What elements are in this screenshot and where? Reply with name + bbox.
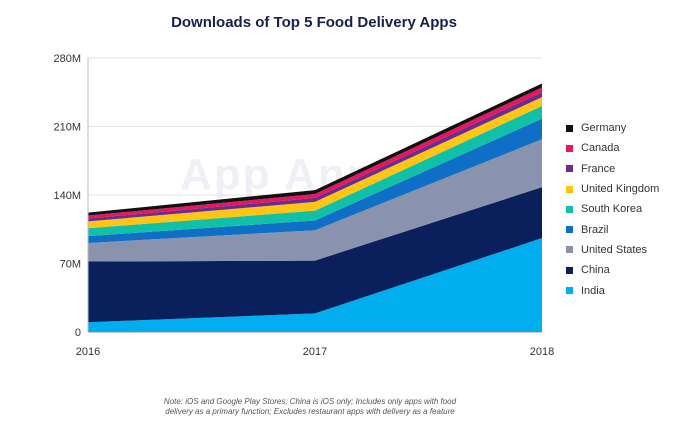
footnote-line-2: delivery as a primary function; Excludes… <box>165 407 455 416</box>
area-china <box>88 187 542 323</box>
legend-item: China <box>566 260 659 280</box>
legend-item: South Korea <box>566 199 659 219</box>
legend-swatch <box>566 144 573 152</box>
legend-item: France <box>566 159 659 179</box>
legend-label: India <box>581 284 605 297</box>
legend-label: United States <box>581 243 648 256</box>
area-india <box>88 238 542 332</box>
area-series-group <box>88 83 542 332</box>
y-tick-label: 70M <box>60 259 81 271</box>
axes: 0 70M 140M 210M 280M 2016 2017 2018 <box>53 53 554 358</box>
x-tick-label: 2017 <box>303 346 327 358</box>
y-tick-label: 140M <box>53 190 81 202</box>
legend-swatch <box>566 185 573 193</box>
legend-item: Canada <box>566 138 659 158</box>
x-tick-label: 2018 <box>530 346 554 358</box>
legend-item: Germany <box>566 118 659 138</box>
chart-title: Downloads of Top 5 Food Delivery Apps <box>171 14 457 31</box>
legend-label: Germany <box>581 122 627 135</box>
legend-item: Brazil <box>566 219 659 239</box>
area-united-states <box>88 139 542 262</box>
legend-label: United Kingdom <box>581 183 660 196</box>
y-tick-label: 0 <box>75 327 81 339</box>
legend-item: United States <box>566 240 659 260</box>
footnote-line-1: Note: iOS and Google Play Stores; China … <box>163 397 457 406</box>
legend-item: India <box>566 280 659 300</box>
legend-swatch <box>566 205 573 213</box>
legend-label: Canada <box>581 142 620 155</box>
y-tick-label: 210M <box>53 122 81 134</box>
legend-label: Brazil <box>581 223 609 236</box>
legend-swatch <box>566 124 573 132</box>
footnote: Note: iOS and Google Play Stores; China … <box>0 397 620 417</box>
legend-swatch <box>566 226 573 234</box>
legend-swatch <box>566 246 573 254</box>
area-united-kingdom <box>88 97 542 229</box>
x-tick-label: 2016 <box>76 346 100 358</box>
legend-label: France <box>581 162 616 175</box>
y-tick-label: 280M <box>53 53 81 65</box>
legend-swatch <box>566 266 573 274</box>
legend-label: China <box>581 264 610 277</box>
legend-label: South Korea <box>581 203 643 216</box>
legend-swatch <box>566 165 573 173</box>
legend-item: United Kingdom <box>566 179 659 199</box>
legend-swatch <box>566 287 573 295</box>
legend: Germany Canada France United Kingdom South K… <box>566 118 659 301</box>
